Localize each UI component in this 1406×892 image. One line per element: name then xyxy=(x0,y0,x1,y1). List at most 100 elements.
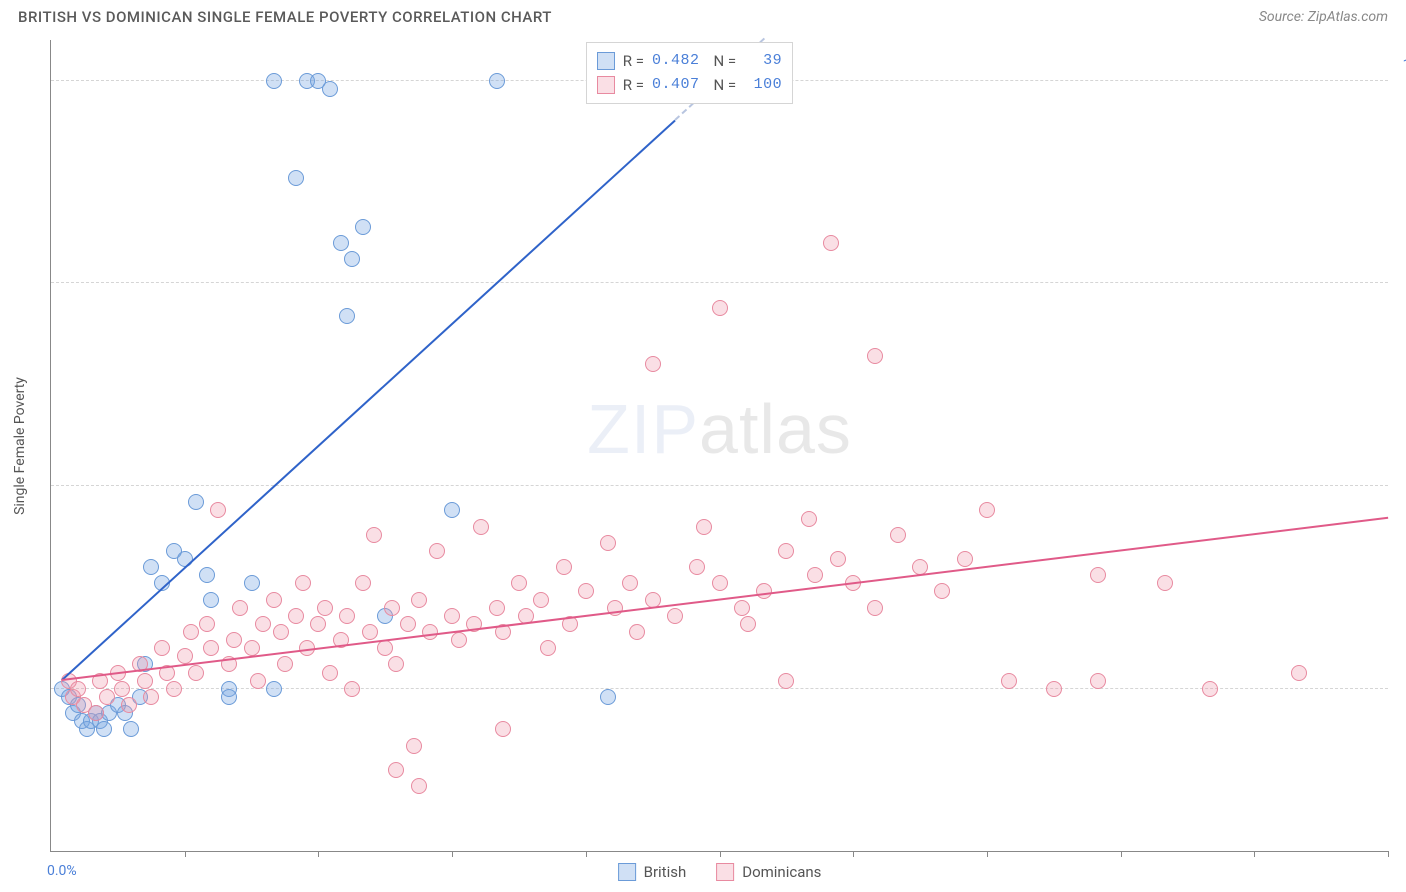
legend-swatch xyxy=(618,863,636,881)
data-point xyxy=(689,559,705,575)
data-point xyxy=(322,81,338,97)
gridline xyxy=(51,688,1388,689)
watermark: ZIPatlas xyxy=(587,389,852,469)
series-legend: British Dominicans xyxy=(618,863,822,881)
data-point xyxy=(934,583,950,599)
x-tick xyxy=(1254,851,1255,857)
x-min-label: 0.0% xyxy=(47,863,77,879)
data-point xyxy=(957,551,973,567)
legend-n-value: 100 xyxy=(744,73,782,97)
legend-r-value: 0.482 xyxy=(652,49,700,73)
data-point xyxy=(890,527,906,543)
data-point xyxy=(489,73,505,89)
data-point xyxy=(451,632,467,648)
data-point xyxy=(199,616,215,632)
data-point xyxy=(778,673,794,689)
data-point xyxy=(114,681,130,697)
legend-n-value: 39 xyxy=(744,49,782,73)
data-point xyxy=(388,762,404,778)
data-point xyxy=(533,592,549,608)
legend-label: Dominicans xyxy=(742,863,821,881)
gridline xyxy=(51,282,1388,283)
data-point xyxy=(199,567,215,583)
data-point xyxy=(807,567,823,583)
data-point xyxy=(295,575,311,591)
data-point xyxy=(333,235,349,251)
y-tick-label: 100.0% xyxy=(1403,57,1406,73)
legend-label: British xyxy=(644,863,687,881)
data-point xyxy=(355,219,371,235)
data-point xyxy=(339,308,355,324)
data-point xyxy=(339,608,355,624)
data-point xyxy=(629,624,645,640)
data-point xyxy=(411,592,427,608)
data-point xyxy=(226,632,242,648)
data-point xyxy=(429,543,445,559)
data-point xyxy=(696,519,712,535)
data-point xyxy=(96,721,112,737)
data-point xyxy=(867,348,883,364)
legend-swatch xyxy=(597,52,615,70)
data-point xyxy=(310,616,326,632)
data-point xyxy=(177,551,193,567)
data-point xyxy=(123,721,139,737)
data-point xyxy=(979,502,995,518)
data-point xyxy=(1046,681,1062,697)
data-point xyxy=(166,681,182,697)
data-point xyxy=(188,494,204,510)
data-point xyxy=(244,640,260,656)
data-point xyxy=(366,527,382,543)
data-point xyxy=(1001,673,1017,689)
data-point xyxy=(288,608,304,624)
legend-r-label: R = xyxy=(623,49,644,73)
data-point xyxy=(388,656,404,672)
data-point xyxy=(317,600,333,616)
legend-r-label: R = xyxy=(623,73,644,97)
data-point xyxy=(473,519,489,535)
data-point xyxy=(177,648,193,664)
data-point xyxy=(154,640,170,656)
data-point xyxy=(221,689,237,705)
data-point xyxy=(266,73,282,89)
data-point xyxy=(830,551,846,567)
data-point xyxy=(70,681,86,697)
data-point xyxy=(734,600,750,616)
data-point xyxy=(322,665,338,681)
data-point xyxy=(867,600,883,616)
data-point xyxy=(444,608,460,624)
data-point xyxy=(1291,665,1307,681)
data-point xyxy=(578,583,594,599)
data-point xyxy=(411,778,427,794)
data-point xyxy=(143,559,159,575)
data-point xyxy=(183,624,199,640)
data-point xyxy=(1090,673,1106,689)
data-point xyxy=(273,624,289,640)
data-point xyxy=(266,681,282,697)
data-point xyxy=(362,624,378,640)
data-point xyxy=(377,640,393,656)
data-point xyxy=(232,600,248,616)
data-point xyxy=(143,689,159,705)
data-point xyxy=(255,616,271,632)
data-point xyxy=(344,251,360,267)
data-point xyxy=(288,170,304,186)
data-point xyxy=(137,673,153,689)
data-point xyxy=(99,689,115,705)
x-tick xyxy=(185,851,186,857)
data-point xyxy=(1202,681,1218,697)
data-point xyxy=(540,640,556,656)
data-point xyxy=(422,624,438,640)
data-point xyxy=(801,511,817,527)
trend-line xyxy=(62,517,1388,681)
data-point xyxy=(244,575,260,591)
y-axis-label: Single Female Poverty xyxy=(12,377,28,515)
data-point xyxy=(203,640,219,656)
data-point xyxy=(355,575,371,591)
legend-item: Dominicans xyxy=(716,863,821,881)
data-point xyxy=(622,575,638,591)
legend-n-label: N = xyxy=(714,49,737,73)
x-tick xyxy=(586,851,587,857)
data-point xyxy=(444,502,460,518)
data-point xyxy=(511,575,527,591)
data-point xyxy=(645,356,661,372)
